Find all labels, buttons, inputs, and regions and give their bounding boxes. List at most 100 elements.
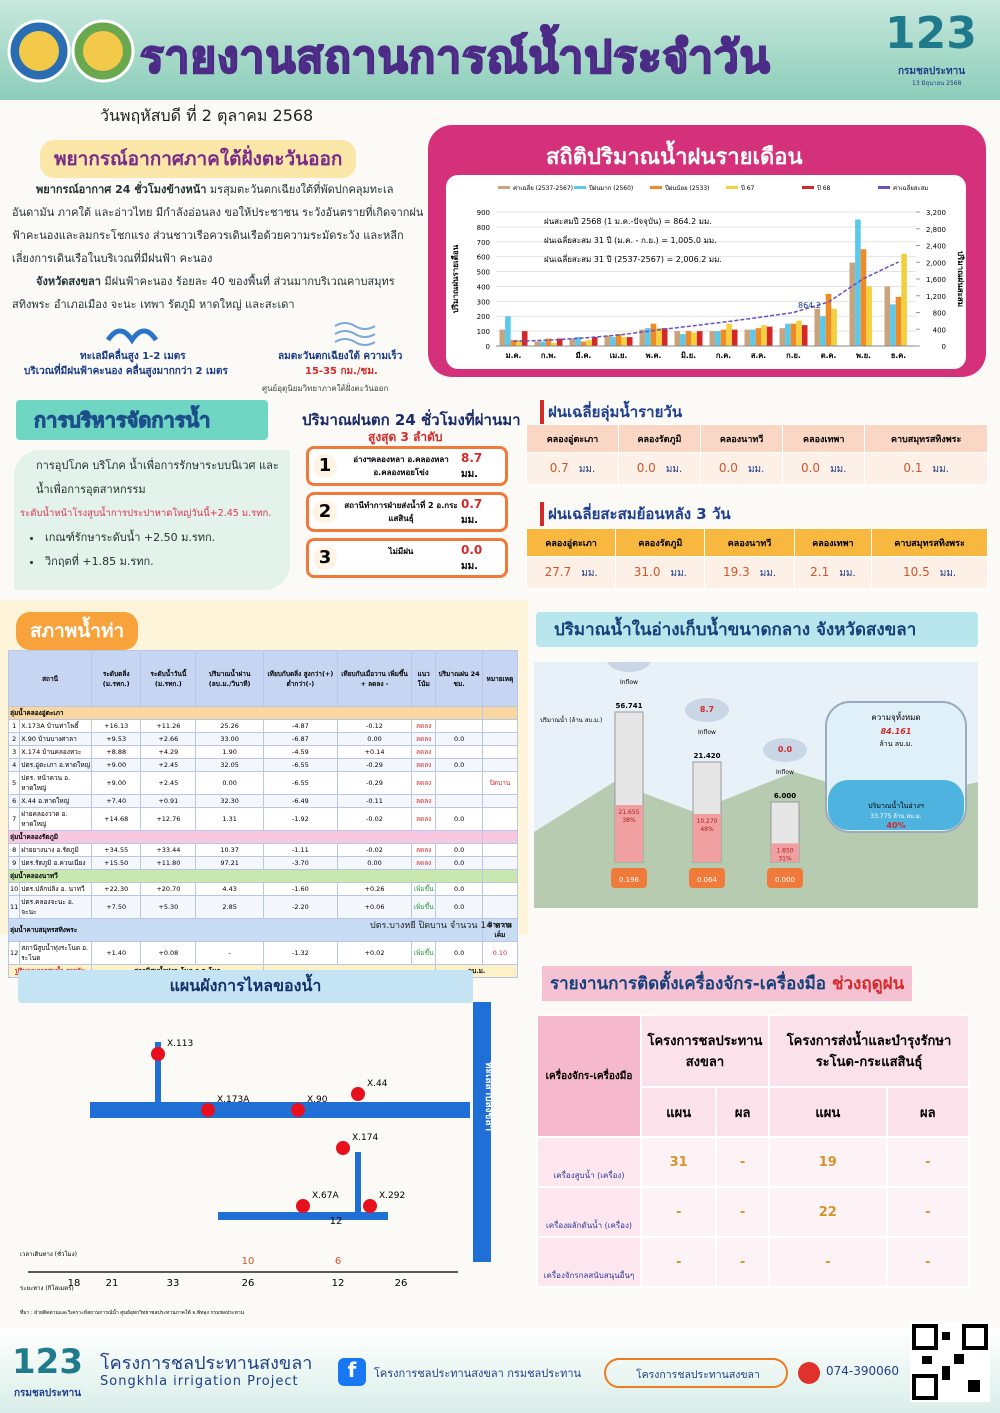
wl-cell: 32.05 — [195, 758, 264, 772]
x-tick-label: ม.ค. — [506, 351, 522, 360]
wl-cell: +16.13 — [91, 719, 142, 733]
rain-cloud — [607, 662, 651, 672]
tank-total-label: ความจุทั้งหมด — [871, 711, 920, 722]
footer-facebook[interactable]: โครงการชลประทานสงขลา กรมชลประทาน — [374, 1367, 582, 1380]
machine-row: เครื่องผลักดันน้ำ (เครื่อง) - -22- — [536, 1186, 971, 1238]
bar — [731, 329, 738, 346]
wl-cell: ปตร.รัตภูมิ อ.ควนเนียง — [19, 856, 93, 870]
chart-note: ฝนเฉลี่ยสะสม 31 ปี (ม.ค. - ก.ย.) = 1,005… — [544, 234, 717, 245]
station-label: X.173A — [217, 1095, 250, 1105]
bar — [661, 328, 668, 346]
dam-rain: 8.7 — [700, 705, 714, 714]
wl-cell: 0.00 — [337, 732, 412, 746]
bar — [820, 316, 826, 346]
bar — [855, 219, 861, 346]
wl-cell: +9.00 — [91, 758, 142, 772]
flow-link: 12 — [330, 1216, 343, 1227]
bar — [779, 328, 786, 346]
flow-diagram: X.113 X.173A X.90 X.44 X.174 X.67A X.292 12 ทะเล… — [20, 1002, 494, 1316]
wl-cell: -0.12 — [337, 719, 412, 733]
dam-inflow: Inflow — [620, 679, 638, 686]
wl-cell: +15.50 — [91, 856, 142, 870]
data-row: 11 ปตร.คลองจะนะ อ. จะนะ +7.50 +5.30 2.85 -2.2… — [7, 895, 519, 919]
basin-3day-title: ฝนเฉลี่ยสะสมย้อนหลัง 3 วัน — [540, 502, 731, 526]
dam-percent: 48% — [700, 826, 714, 833]
basin-header: คลองอู่ตะเภา — [525, 528, 617, 557]
y-tick-label: 200 — [477, 313, 490, 321]
wl-header: แนวโน้ม — [410, 650, 437, 707]
x-tick-label: มี.ค. — [576, 351, 592, 360]
rain-cloud — [763, 738, 807, 762]
rain24-value: 0.0 — [461, 543, 483, 557]
station-label: X.113 — [167, 1039, 193, 1049]
wl-cell: 9 — [7, 856, 21, 870]
wl-cell: -2.20 — [262, 895, 339, 919]
station-marker — [363, 1199, 377, 1213]
basin-cell: 19.3 มม. — [704, 556, 795, 589]
bar — [674, 331, 681, 346]
y-tick-label: 100 — [477, 328, 490, 336]
tank-current: 33.775 ล้าน ลบ.ม. — [870, 813, 921, 820]
data-row: 12 สถานีสูบน้ำทุ่งระโนด อ. ระโนด +1.40 +0.0… — [7, 941, 519, 965]
x-tick-label: มิ.ย. — [681, 351, 696, 360]
wl-cell: +33.44 — [140, 843, 197, 857]
wl-cell — [435, 771, 483, 795]
basin-cell: 31.0 มม. — [615, 556, 706, 589]
basin-cell: 0.0 มม. — [782, 452, 866, 485]
basin-header: คาบสมุทรสทิงพระ — [864, 424, 988, 453]
wl-cell — [481, 794, 519, 808]
bar — [755, 328, 762, 346]
wl-cell: 0.0 — [435, 843, 483, 857]
basin-header: คลองนาทวี — [700, 424, 784, 453]
value-row: 0.7 มม. 0.0 มม. 0.0 มม. 0.0 มม. 0.1 มม. — [526, 452, 988, 485]
y2-tick-label: 1,200 — [926, 293, 946, 301]
dam-outflow: 0.064 — [697, 876, 718, 884]
wl-cell: ลดลง — [410, 719, 437, 733]
dam-percent: 31% — [778, 855, 792, 862]
forecast-body2: มีฝนฟ้าคะนอง ร้อยละ 40 ของพื้นที่ ส่วนมา… — [12, 275, 395, 311]
bar — [860, 249, 867, 346]
tank-water — [828, 780, 964, 830]
wl-header: ระดับน้ำวันนี้ (ม.รทก.) — [140, 650, 197, 707]
y2-tick-label: 2,000 — [926, 259, 946, 267]
basin-daily-table: คลองอู่ตะเภา คลองรัตภูมิ คลองนาทวี คลองเทพา… — [526, 424, 988, 485]
dam-storage — [771, 843, 799, 862]
wl-cell: -0.11 — [337, 794, 412, 808]
wl-cell: 10 — [7, 882, 21, 896]
qr-code — [910, 1322, 990, 1402]
distance: 26 — [395, 1278, 408, 1289]
basin-3day-table: คลองอู่ตะเภา คลองรัตภูมิ คลองนาทวี คลองเทพา… — [525, 528, 988, 589]
outflow-box — [767, 868, 803, 888]
wl-cell: 0.0 — [435, 895, 483, 919]
legend-label: ค่าเฉลี่ยสะสม — [893, 184, 928, 192]
group-row: ลุ่มน้ำคลองอู่ตะเภา — [8, 706, 519, 720]
wl-cell — [481, 895, 519, 919]
wl-cell — [435, 794, 483, 808]
legend-label: ปี 68 — [816, 184, 830, 192]
footer-brand: กรมชลประทาน — [14, 1388, 82, 1399]
rain24-rank: 1 — [313, 454, 337, 478]
bar — [744, 329, 751, 346]
machine-title: รายงานการติดตั้งเครื่องจักร-เครื่องมือ ช… — [542, 966, 913, 1001]
bar — [645, 328, 651, 346]
footer: 123 กรมชลประทาน โครงการชลประทานสงขลา Son… — [0, 1322, 1000, 1413]
tank-total: 84.161 — [881, 727, 912, 736]
basin-value: 2.1 — [810, 564, 830, 579]
machine-title-em: ช่วงฤดูฝน — [831, 974, 905, 994]
station-label: X.44 — [367, 1079, 388, 1089]
wl-cell: 2.85 — [195, 895, 264, 919]
basin-value: 10.5 — [903, 564, 930, 579]
basin-header: คลองรัตภูมิ — [617, 424, 702, 453]
machine-cell: - — [885, 1136, 971, 1188]
footer-web[interactable]: โครงการชลประทานสงขลา — [604, 1358, 788, 1388]
footer-phone[interactable]: 074-390060 — [826, 1364, 900, 1378]
reservoir-title: ปริมาณน้ำในอ่างเก็บน้ำขนาดกลาง จังหวัดสง… — [536, 612, 978, 647]
group-extra: ค่าความเค็ม — [481, 918, 519, 942]
machine-cell: - — [639, 1186, 718, 1238]
legend-swatch — [802, 186, 814, 189]
dam-capacity: 6.000 — [774, 792, 796, 800]
basin-unit: มม. — [670, 567, 687, 579]
report-date: วันพฤหัสบดี ที่ 2 ตุลาคม 2568 — [100, 106, 314, 125]
basin-unit: มม. — [581, 567, 598, 579]
forecast-source: ศูนย์อุตุนิยมวิทยาภาคใต้ฝั่งตะวันออก — [262, 384, 389, 393]
